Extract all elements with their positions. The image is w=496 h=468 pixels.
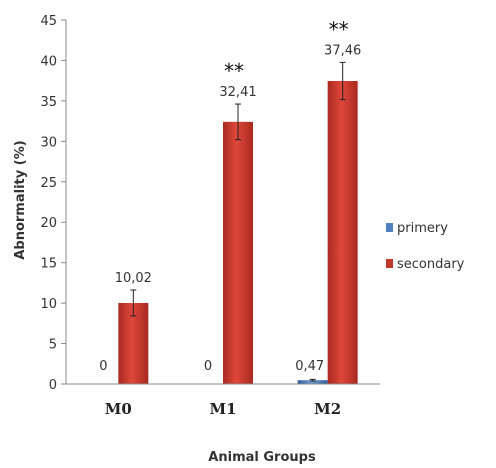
y-tick-label: 0 bbox=[49, 378, 57, 393]
y-tick-label: 35 bbox=[40, 95, 57, 110]
y-tick-label: 40 bbox=[40, 54, 57, 69]
category-labels: M0 M1 M2 bbox=[105, 400, 341, 418]
x-axis-title: Animal Groups bbox=[208, 450, 316, 465]
category-label-M2: M2 bbox=[314, 400, 341, 418]
legend-swatch-secondary bbox=[386, 259, 393, 268]
y-tick-label: 45 bbox=[40, 14, 57, 29]
significance-marker-M1: ** bbox=[224, 59, 244, 83]
data-label-secondary-M0: 10,02 bbox=[115, 271, 152, 286]
data-labels: 0 10,02 0 32,41 0,47 37,46 ** ** bbox=[99, 17, 361, 374]
y-tick-label: 25 bbox=[40, 176, 57, 191]
y-tick-label: 15 bbox=[40, 257, 57, 272]
legend-swatch-primery bbox=[386, 223, 393, 232]
legend: primery secondary bbox=[386, 221, 465, 272]
bar-secondary-M2 bbox=[327, 80, 358, 384]
legend-label-primery: primery bbox=[397, 221, 448, 236]
data-label-primery-M1: 0 bbox=[204, 359, 212, 374]
category-label-M0: M0 bbox=[105, 400, 132, 418]
y-axis-title: Abnormality (%) bbox=[13, 140, 28, 259]
data-label-secondary-M2: 37,46 bbox=[324, 43, 361, 58]
y-tick-label: 10 bbox=[40, 297, 57, 312]
significance-marker-M2: ** bbox=[329, 17, 349, 41]
y-tick-label: 30 bbox=[40, 135, 57, 150]
data-label-primery-M2: 0,47 bbox=[295, 359, 324, 374]
bars bbox=[118, 61, 358, 384]
y-tick-label: 20 bbox=[40, 216, 57, 231]
category-label-M1: M1 bbox=[209, 400, 236, 418]
legend-label-secondary: secondary bbox=[397, 257, 465, 272]
data-label-primery-M0: 0 bbox=[99, 359, 107, 374]
data-label-secondary-M1: 32,41 bbox=[219, 85, 256, 100]
y-axis-ticks: 0 5 10 15 20 25 30 35 40 45 bbox=[40, 14, 66, 393]
bar-primery-M2 bbox=[297, 380, 328, 384]
bar-secondary-M1 bbox=[223, 121, 253, 384]
y-tick-label: 5 bbox=[49, 338, 57, 353]
axes bbox=[65, 20, 380, 385]
bar-secondary-M0 bbox=[118, 302, 149, 384]
